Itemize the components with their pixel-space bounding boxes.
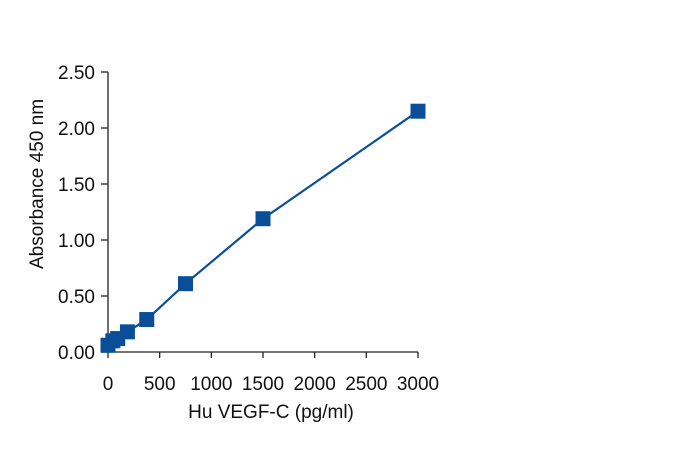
y-tick-label: 1.00 [58,231,95,252]
x-tick-label: 2000 [294,374,336,395]
x-tick-label: 500 [144,374,176,395]
x-axis-title: Hu VEGF-C (pg/ml) [188,402,354,423]
y-tick-label: 2.00 [58,119,95,140]
y-tick-label: 0.50 [58,287,95,308]
y-tick-label: 1.50 [58,175,95,196]
y-tick-label: 2.50 [58,63,95,84]
data-point-marker [139,312,155,328]
data-point-marker [178,276,193,292]
data-point-marker [119,324,135,340]
x-tick-label: 2500 [345,374,387,395]
x-tick-label: 3000 [397,374,439,395]
y-ticks: 0.00 0.50 1.00 1.50 2.00 2.50 [58,63,108,364]
x-tick-label: 1000 [190,374,232,395]
y-tick-label: 0.00 [58,343,95,364]
series-line [107,110,419,347]
x-tick-label: 0 [103,374,114,395]
y-axis-title: Absorbance 450 nm [27,99,48,269]
data-point-marker [255,211,271,227]
x-ticks: 0 500 1000 1500 2000 2500 3000 [103,352,439,395]
x-tick-label: 1500 [242,374,284,395]
data-point-marker [410,103,426,119]
series-layer [100,103,426,353]
